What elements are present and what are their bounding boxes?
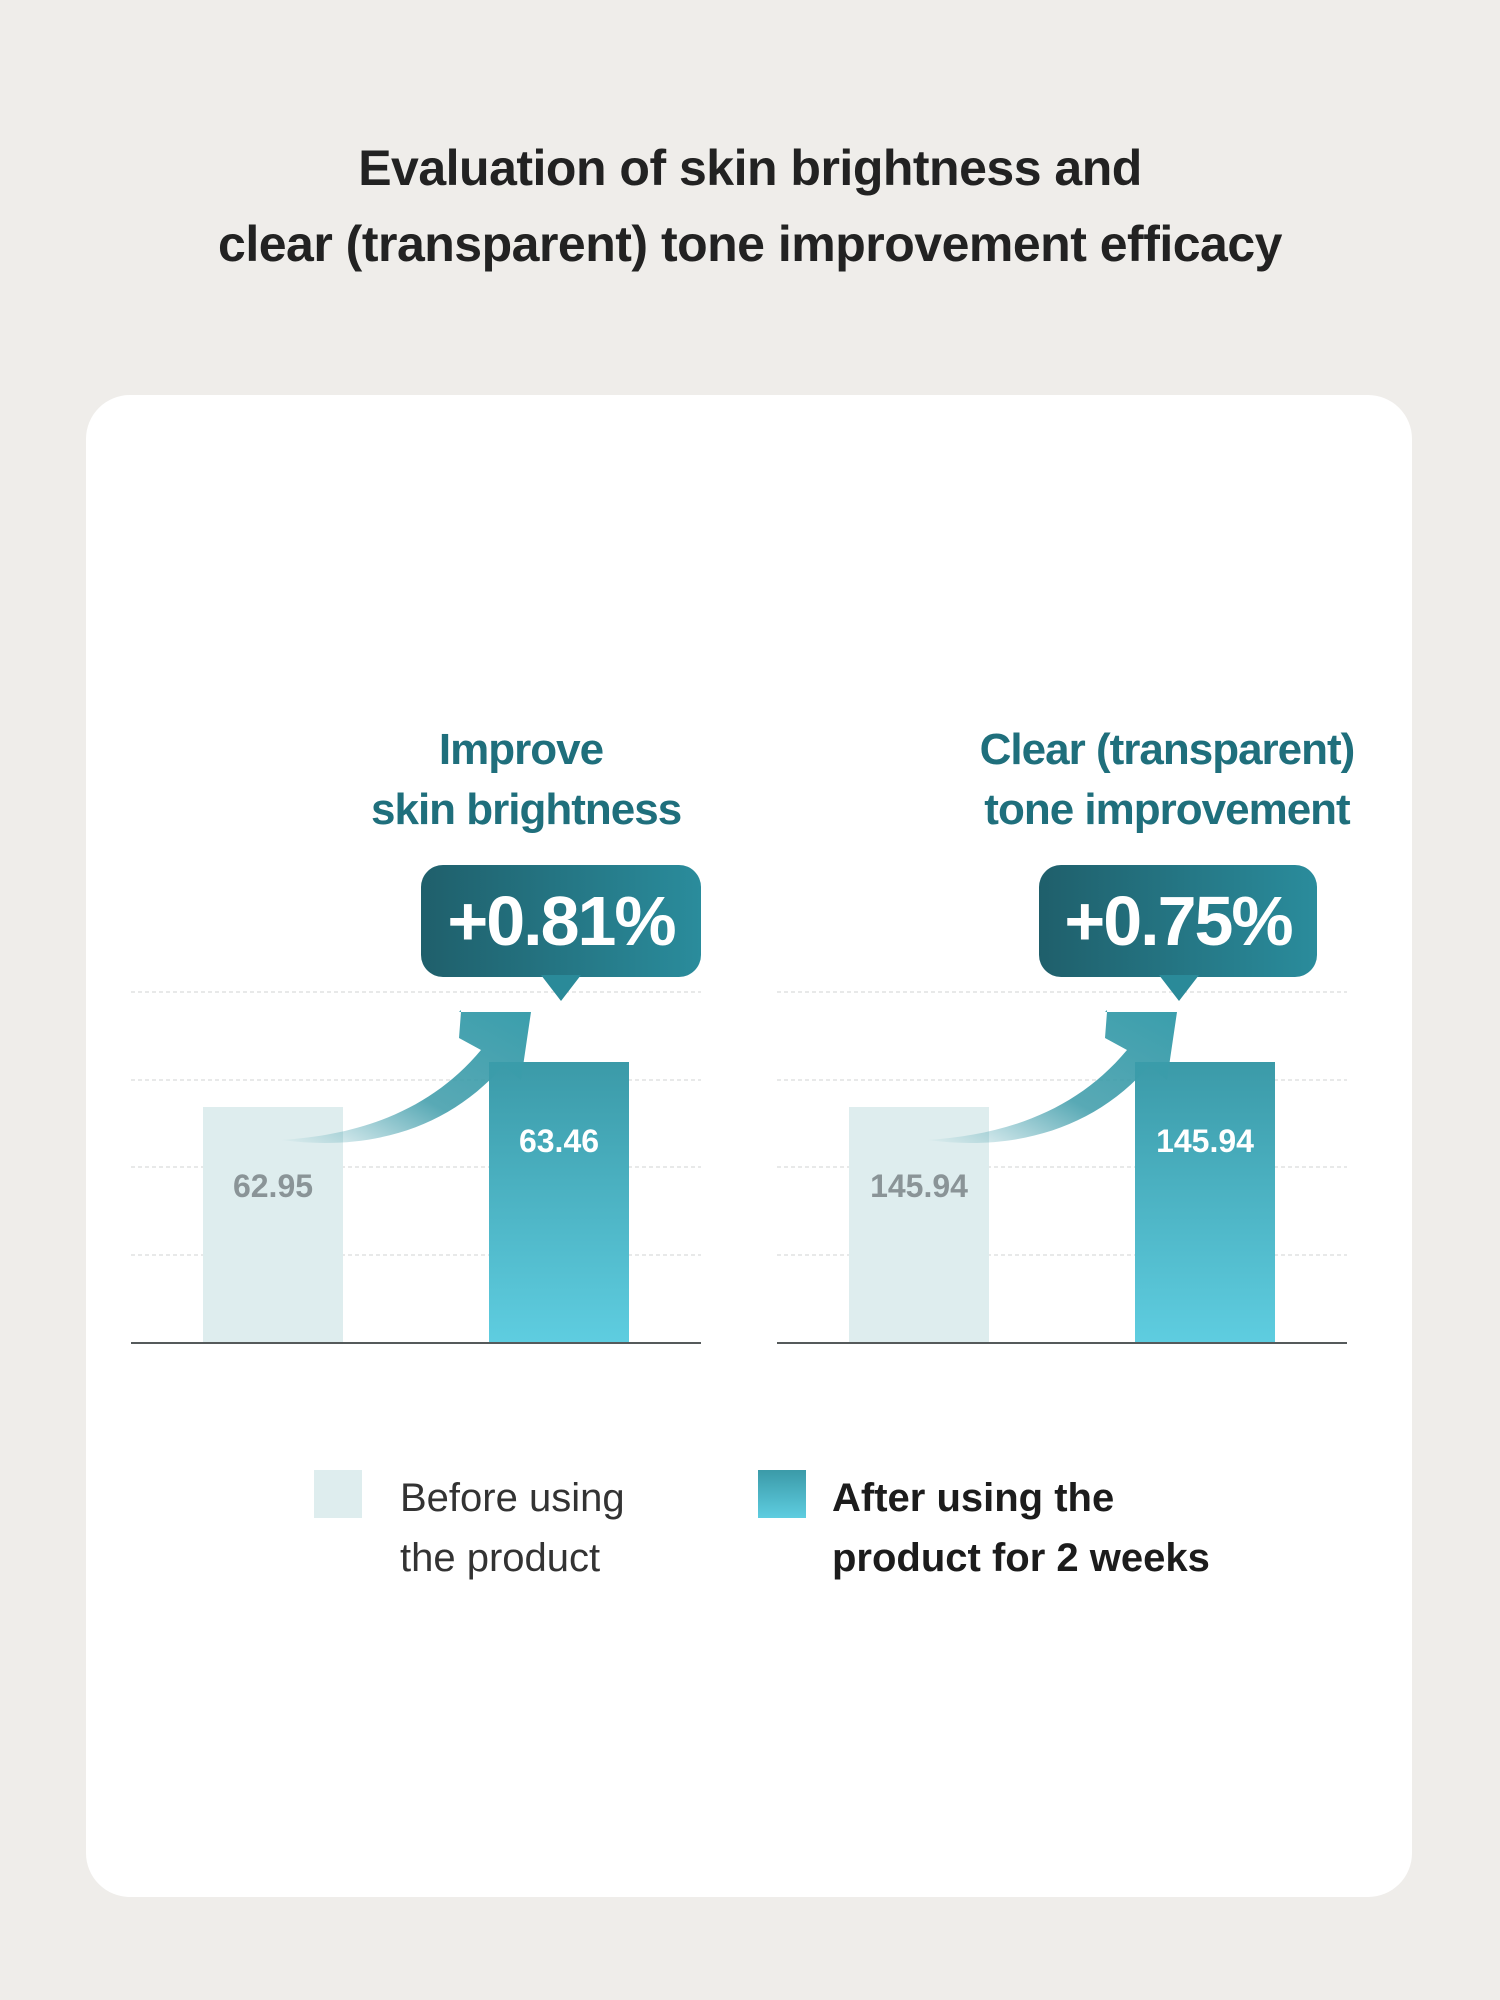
chart-title: Clear (transparent) tone improvement (977, 720, 1357, 840)
bar-before (849, 1107, 989, 1342)
chart-title-line-1: Clear (transparent) (979, 725, 1356, 774)
chart-title-line-2: tone improvement (984, 785, 1350, 834)
bar-before (203, 1107, 343, 1342)
legend-label-after-line-1: After using the (832, 1476, 1115, 1520)
legend-label-after-line-2: product for 2 weeks (832, 1536, 1210, 1580)
legend-swatch-before (314, 1470, 362, 1518)
chart-title: Improve skin brightness (371, 720, 682, 840)
page-title: Evaluation of skin brightness and clear … (0, 130, 1500, 282)
bar-value-label-after: 145.94 (1156, 1123, 1254, 1159)
change-badge: +0.81% (421, 865, 701, 977)
bar-after (489, 1062, 629, 1342)
change-badge-pointer (1159, 975, 1199, 1001)
chart-panel-clear-tone: Clear (transparent) tone improvement +0.… (777, 720, 1355, 1360)
change-badge: +0.75% (1039, 865, 1317, 977)
bar-after (1135, 1062, 1275, 1342)
legend-label-before-line-1: Before using (400, 1476, 625, 1520)
legend-label-before-line-2: the product (400, 1536, 601, 1580)
increase-arrow (281, 1010, 531, 1143)
chart-title-line-1: Improve (438, 725, 604, 774)
chart-panel-brightness: Improve skin brightness +0.81% 62.95 63.… (131, 720, 707, 1360)
brightness-chart (131, 991, 701, 1344)
clear-tone-chart (777, 991, 1347, 1344)
legend-swatch-after (758, 1470, 806, 1518)
bar-value-label-before: 145.94 (870, 1168, 968, 1204)
title-line-1: Evaluation of skin brightness and (358, 140, 1142, 196)
chart-title-line-2: skin brightness (371, 785, 682, 834)
legend-label-after: After using the product for 2 weeks (832, 1468, 1210, 1588)
change-badge-pointer (541, 975, 581, 1001)
legend-label-before: Before using the product (400, 1468, 625, 1588)
increase-arrow (927, 1010, 1177, 1143)
title-line-2: clear (transparent) tone improvement eff… (218, 216, 1282, 272)
bar-value-label-before: 62.95 (232, 1168, 314, 1204)
bar-value-label-after: 63.46 (518, 1123, 600, 1159)
